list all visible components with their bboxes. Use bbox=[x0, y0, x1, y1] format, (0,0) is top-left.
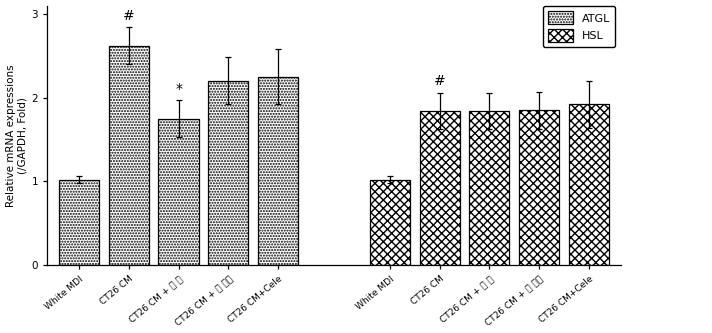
Bar bbox=[569, 104, 609, 265]
Y-axis label: Relative mRNA expressions
(/GAPDH, Fold): Relative mRNA expressions (/GAPDH, Fold) bbox=[6, 64, 27, 207]
Text: #: # bbox=[123, 9, 135, 23]
Bar bbox=[208, 81, 248, 265]
Bar bbox=[159, 119, 199, 265]
Bar bbox=[370, 180, 410, 265]
Bar bbox=[419, 111, 460, 265]
Bar bbox=[109, 46, 149, 265]
Text: #: # bbox=[434, 75, 446, 89]
Legend: ATGL, HSL: ATGL, HSL bbox=[543, 6, 615, 47]
Bar bbox=[59, 180, 99, 265]
Bar bbox=[469, 111, 510, 265]
Bar bbox=[258, 77, 298, 265]
Text: *: * bbox=[175, 82, 182, 96]
Bar bbox=[519, 110, 559, 265]
